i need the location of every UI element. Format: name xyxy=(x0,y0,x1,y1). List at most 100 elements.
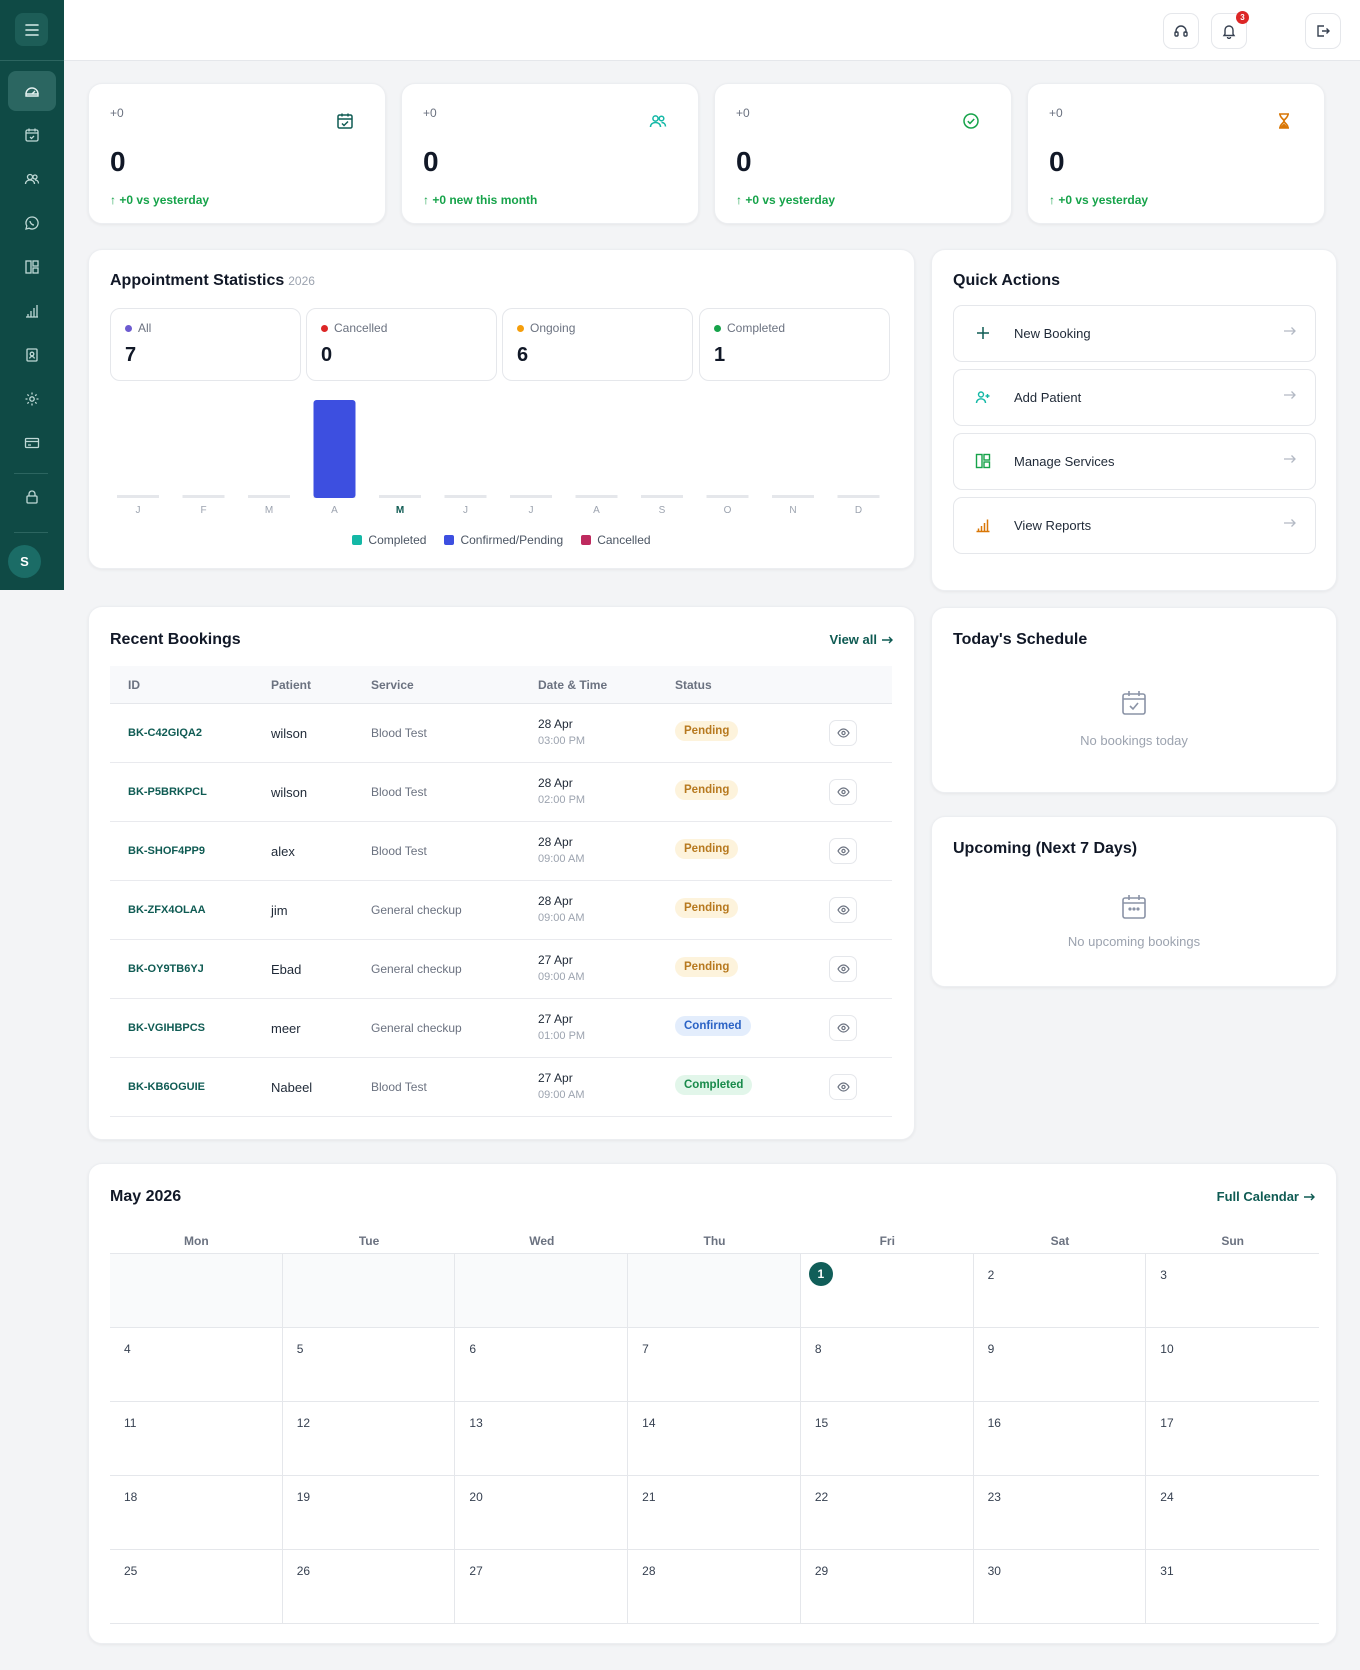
calendar-day-cell[interactable]: 23 xyxy=(973,1476,1147,1550)
calendar-day-cell[interactable]: 19 xyxy=(282,1476,456,1550)
booking-id[interactable]: BK-SHOF4PP9 xyxy=(128,845,206,857)
table-row[interactable]: BK-SHOF4PP9 alex Blood Test 28 Apr 09:00… xyxy=(110,822,892,881)
calendar-grid: 1 2 3 4 5 6 7 8 9 10 11 12 13 14 15 16 17 18 19 20 21 22 23 24 2… xyxy=(110,1254,1319,1624)
calendar-day-cell[interactable]: 27 xyxy=(455,1550,629,1624)
support-button[interactable] xyxy=(1163,13,1199,49)
stat-delta: +0 xyxy=(110,106,124,120)
sidebar-item-whatsapp[interactable] xyxy=(8,203,56,243)
calendar-day-cell[interactable]: 26 xyxy=(282,1550,456,1624)
stat-value: 0 xyxy=(1049,146,1065,177)
calendar-day-cell[interactable]: 5 xyxy=(282,1328,456,1402)
topbar: 3 xyxy=(64,0,1360,61)
bar-baseline xyxy=(248,495,290,498)
table-row[interactable]: BK-VGIHBPCS meer General checkup 27 Apr … xyxy=(110,999,892,1058)
lock-icon xyxy=(26,490,38,504)
empty-state-text: No upcoming bookings xyxy=(1067,934,1201,949)
x-tick-label: J xyxy=(463,505,468,516)
summary-value: 7 xyxy=(125,344,137,366)
view-booking-button[interactable] xyxy=(829,720,857,746)
view-booking-button[interactable] xyxy=(829,956,857,982)
booking-id[interactable]: BK-VGIHBPCS xyxy=(128,1022,206,1034)
sidebar-item-records[interactable] xyxy=(8,335,56,375)
view-all-link[interactable]: View all xyxy=(830,632,894,647)
avatar[interactable]: S xyxy=(8,545,41,578)
view-booking-button[interactable] xyxy=(829,1015,857,1041)
sidebar-item-patients[interactable] xyxy=(8,159,56,199)
calendar-day-cell[interactable]: 21 xyxy=(628,1476,801,1550)
calendar-day-cell[interactable]: 3 xyxy=(1146,1254,1319,1328)
arrow-right-icon xyxy=(1283,389,1297,401)
summary-box: Cancelled 0 xyxy=(306,308,497,381)
calendar-day-cell[interactable]: 24 xyxy=(1146,1476,1319,1550)
calendar-day-number: 12 xyxy=(296,1416,311,1430)
calendar-day-cell[interactable]: 31 xyxy=(1146,1550,1319,1624)
view-booking-button[interactable] xyxy=(829,897,857,923)
sidebar-item-settings[interactable] xyxy=(8,379,56,419)
quick-action-view-reports[interactable]: View Reports xyxy=(953,497,1316,554)
quick-action-add-patient[interactable]: Add Patient xyxy=(953,369,1316,426)
booking-id[interactable]: BK-ZFX4OLAA xyxy=(128,904,206,916)
calendar-day-number: 20 xyxy=(469,1490,483,1504)
booking-date: 27 Apr xyxy=(538,1012,573,1026)
booking-id[interactable]: BK-OY9TB6YJ xyxy=(128,963,204,975)
view-booking-button[interactable] xyxy=(829,1074,857,1100)
calendar-day-cell[interactable]: 11 xyxy=(110,1402,283,1476)
sidebar-item-reports[interactable] xyxy=(8,291,56,331)
bar-confirmed-pending[interactable] xyxy=(313,400,356,498)
sidebar-item-billing[interactable] xyxy=(8,423,56,463)
view-booking-button[interactable] xyxy=(829,838,857,864)
calendar-day-number: 8 xyxy=(814,1342,822,1356)
user-plus-icon xyxy=(975,389,991,405)
calendar-day-cell[interactable]: 7 xyxy=(628,1328,801,1402)
x-tick-label: F xyxy=(200,505,206,516)
legend-swatch xyxy=(444,535,455,545)
calendar-blank-cell xyxy=(110,1254,283,1328)
table-row[interactable]: BK-ZFX4OLAA jim General checkup 28 Apr 0… xyxy=(110,881,892,940)
booking-id[interactable]: BK-C42GIQA2 xyxy=(128,727,202,739)
notifications-button[interactable]: 3 xyxy=(1211,11,1249,49)
arrow-right-icon xyxy=(882,636,893,643)
calendar-day-cell[interactable]: 29 xyxy=(800,1550,974,1624)
calendar-day-cell[interactable]: 28 xyxy=(628,1550,801,1624)
full-calendar-link[interactable]: Full Calendar xyxy=(1217,1189,1316,1204)
bar-baseline xyxy=(837,495,880,498)
sidebar-item-lock[interactable] xyxy=(8,477,56,517)
calendar-day-cell[interactable]: 16 xyxy=(973,1402,1147,1476)
calendar-day-cell[interactable]: 9 xyxy=(973,1328,1147,1402)
quick-action-label: New Booking xyxy=(1014,326,1091,341)
calendar-day-cell[interactable]: 30 xyxy=(973,1550,1147,1624)
calendar-day-cell[interactable]: 8 xyxy=(800,1328,974,1402)
table-row[interactable]: BK-KB6OGUIE Nabeel Blood Test 27 Apr 09:… xyxy=(110,1058,892,1117)
calendar-day-cell[interactable]: 2 xyxy=(973,1254,1147,1328)
calendar-day-number: 29 xyxy=(814,1564,829,1578)
sidebar-item-services[interactable] xyxy=(8,247,56,287)
calendar-day-cell[interactable]: 22 xyxy=(800,1476,974,1550)
bar-baseline xyxy=(575,495,618,498)
calendar-day-cell[interactable]: 12 xyxy=(282,1402,456,1476)
table-row[interactable]: BK-C42GIQA2 wilson Blood Test 28 Apr 03:… xyxy=(110,704,892,763)
calendar-day-cell[interactable]: 10 xyxy=(1146,1328,1319,1402)
table-row[interactable]: BK-P5BRKPCL wilson Blood Test 28 Apr 02:… xyxy=(110,763,892,822)
sidebar-item-dashboard[interactable] xyxy=(8,71,56,111)
quick-action-new-booking[interactable]: New Booking xyxy=(953,305,1316,362)
calendar-day-cell[interactable]: 4 xyxy=(110,1328,283,1402)
calendar-day-cell[interactable]: 1 xyxy=(800,1254,974,1328)
calendar-day-cell[interactable]: 20 xyxy=(455,1476,629,1550)
booking-id[interactable]: BK-KB6OGUIE xyxy=(128,1081,206,1093)
sidebar-item-appointments[interactable] xyxy=(8,115,56,155)
sidebar-divider xyxy=(14,473,48,474)
calendar-day-cell[interactable]: 25 xyxy=(110,1550,283,1624)
calendar-day-cell[interactable]: 18 xyxy=(110,1476,283,1550)
calendar-day-cell[interactable]: 14 xyxy=(628,1402,801,1476)
logout-button[interactable] xyxy=(1305,13,1341,49)
calendar-day-cell[interactable]: 17 xyxy=(1146,1402,1319,1476)
calendar-day-cell[interactable]: 15 xyxy=(800,1402,974,1476)
calendar-day-cell[interactable]: 6 xyxy=(455,1328,629,1402)
quick-action-manage-services[interactable]: Manage Services xyxy=(953,433,1316,490)
booking-id[interactable]: BK-P5BRKPCL xyxy=(128,786,207,798)
menu-icon[interactable] xyxy=(15,13,48,46)
column-header: Date & Time xyxy=(538,678,608,692)
view-booking-button[interactable] xyxy=(829,779,857,805)
table-row[interactable]: BK-OY9TB6YJ Ebad General checkup 27 Apr … xyxy=(110,940,892,999)
calendar-day-cell[interactable]: 13 xyxy=(455,1402,629,1476)
